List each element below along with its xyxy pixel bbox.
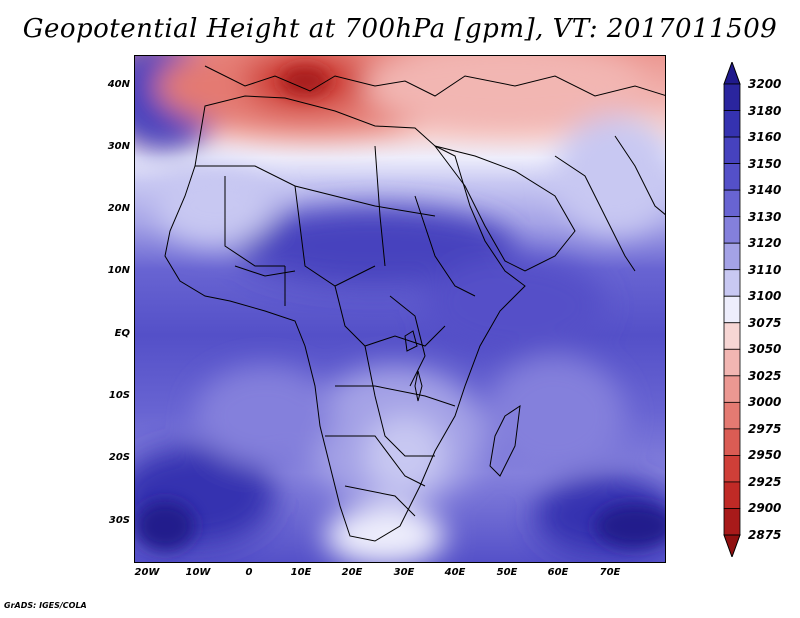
lat-label: 40N: [107, 79, 130, 90]
colorbar-swatch: [723, 428, 741, 456]
lon-label: 20W: [134, 567, 160, 578]
colorbar-bottom-arrow: [723, 534, 741, 557]
colorbar-label: 3160: [748, 130, 782, 145]
colorbar-label: 2950: [748, 448, 782, 463]
lat-label: 20N: [107, 203, 130, 214]
colorbar-label: 3000: [748, 395, 782, 410]
lat-label: EQ: [114, 328, 130, 339]
colorbar-label: 3050: [748, 342, 782, 357]
colorbar-label: 3180: [748, 103, 782, 118]
colorbar: [723, 62, 741, 557]
lon-label: 10E: [290, 567, 312, 578]
lat-label: 30S: [108, 515, 130, 526]
coastlines: [164, 65, 665, 542]
credit-text: GrADS: IGES/COLA: [4, 601, 87, 610]
colorbar-label: 3140: [748, 183, 782, 198]
colorbar-swatch: [723, 322, 741, 350]
lon-label: 0: [245, 567, 253, 578]
colorbar-swatch: [723, 189, 741, 218]
colorbar-label: 3025: [748, 368, 782, 383]
map-panel: [134, 55, 666, 563]
geopotential-map: [135, 56, 665, 562]
lon-label: 60E: [547, 567, 569, 578]
colorbar-label: 3150: [748, 156, 782, 171]
lon-label: 70E: [599, 567, 621, 578]
colorbar-swatch: [723, 242, 741, 271]
colorbar-label: 2925: [748, 474, 782, 489]
colorbar-swatch: [723, 269, 741, 297]
colorbar-label: 2900: [748, 501, 782, 516]
colorbar-label: 3110: [748, 262, 782, 277]
colorbar-top-arrow: [723, 62, 741, 85]
colorbar-swatch: [723, 83, 741, 111]
colorbar-swatch: [723, 216, 741, 244]
lon-label: 30E: [393, 567, 415, 578]
colorbar-label: 3100: [748, 289, 782, 304]
colorbar-swatch: [723, 455, 741, 483]
colorbar-swatch: [723, 348, 741, 377]
colorbar-swatch: [723, 481, 741, 509]
colorbar-swatch: [723, 163, 741, 191]
lon-label: 10W: [185, 567, 211, 578]
lat-label: 10N: [107, 265, 130, 276]
colorbar-label: 2875: [748, 528, 782, 542]
colorbar-label: 3200: [748, 77, 782, 91]
colorbar-swatch: [723, 401, 741, 430]
colorbar-swatch: [723, 375, 741, 403]
lon-label: 40E: [444, 567, 466, 578]
colorbar-label: 3075: [748, 315, 782, 330]
colorbar-swatch: [723, 136, 741, 164]
colorbar-swatch: [723, 508, 741, 536]
lat-label: 20S: [108, 452, 130, 463]
lat-label: 10S: [108, 390, 130, 401]
lon-label: 50E: [496, 567, 518, 578]
colorbar-label: 2975: [748, 421, 782, 436]
colorbar-swatch: [723, 295, 741, 324]
lon-label: 20E: [341, 567, 363, 578]
map-title: Geopotential Height at 700hPa [gpm], VT:…: [22, 14, 778, 44]
colorbar-label: 3120: [748, 236, 782, 251]
colorbar-label: 3130: [748, 209, 782, 224]
colorbar-swatch: [723, 110, 741, 138]
lat-label: 30N: [107, 141, 130, 152]
